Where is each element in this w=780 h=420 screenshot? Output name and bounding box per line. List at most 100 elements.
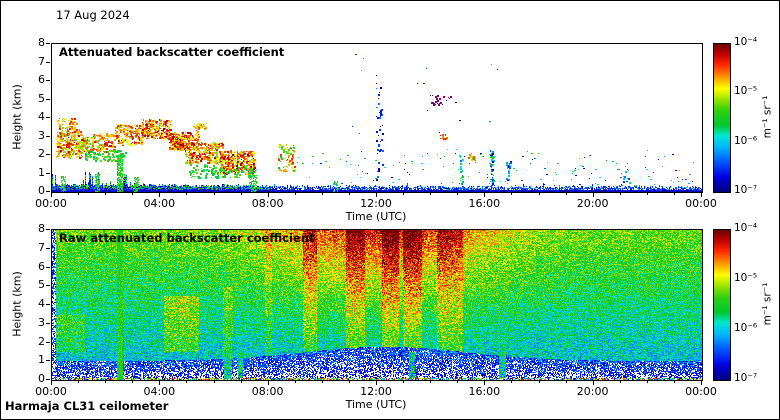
x-axis-label-top: Time (UTC) — [345, 210, 407, 223]
y-tick-mark — [46, 172, 50, 174]
y-tick-mark — [46, 43, 50, 44]
y-axis-label-bottom: Height (km) — [10, 271, 24, 337]
x-minor-tick-mark — [511, 381, 513, 383]
colorbar-tick-label: 10⁻⁴ — [734, 36, 758, 48]
x-tick-mark — [376, 381, 377, 385]
x-tick-label: 16:00 — [468, 197, 501, 210]
x-minor-tick-mark — [294, 381, 296, 383]
x-minor-tick-mark — [105, 381, 107, 383]
colorbar-tick-label: 10⁻⁷ — [734, 184, 758, 196]
colorbar-bottom — [713, 229, 731, 381]
y-tick-mark — [46, 80, 50, 81]
y-tick-label: 8 — [38, 222, 45, 235]
colorbar-top — [713, 43, 731, 193]
y-tick-label: 0 — [38, 372, 45, 385]
x-tick-mark — [159, 381, 161, 385]
y-tick-mark — [46, 360, 50, 362]
x-tick-label: 04:00 — [143, 385, 176, 398]
x-minor-tick-mark — [132, 193, 134, 195]
x-tick-label: 16:00 — [468, 385, 501, 398]
y-tick-label: 1 — [38, 353, 45, 367]
x-minor-tick-mark — [348, 193, 350, 195]
x-minor-tick-mark — [511, 193, 513, 195]
x-tick-mark — [701, 381, 702, 385]
x-minor-tick-mark — [646, 381, 648, 383]
y-tick-label: 6 — [38, 259, 45, 273]
x-minor-tick-mark — [78, 193, 80, 195]
x-tick-mark — [701, 193, 702, 197]
y-tick-mark — [46, 266, 50, 268]
x-minor-tick-mark — [403, 381, 405, 383]
x-tick-mark — [51, 381, 52, 385]
x-tick-mark — [484, 381, 486, 385]
y-tick-label: 8 — [38, 36, 45, 49]
x-minor-tick-mark — [294, 193, 296, 195]
y-tick-label: 6 — [38, 73, 45, 86]
attenuated-backscatter-heatmap — [51, 43, 703, 193]
x-tick-label: 20:00 — [576, 197, 609, 210]
y-tick-label: 5 — [38, 278, 45, 292]
x-tick-label: 00:00 — [35, 385, 67, 398]
y-tick-mark — [46, 135, 50, 137]
y-tick-mark — [46, 154, 50, 155]
y-tick-label: 4 — [38, 297, 45, 310]
y-axis-label-top: Height (km) — [10, 84, 24, 150]
colorbar-tick-label: 10⁻⁶ — [734, 322, 758, 334]
x-minor-tick-mark — [186, 193, 188, 195]
x-tick-label: 08:00 — [251, 385, 284, 398]
x-minor-tick-mark — [403, 193, 405, 195]
x-tick-label: 04:00 — [143, 197, 176, 210]
x-minor-tick-mark — [430, 193, 432, 195]
y-tick-label: 5 — [38, 91, 45, 105]
x-minor-tick-mark — [213, 381, 215, 383]
x-minor-tick-mark — [538, 193, 540, 195]
x-tick-label: 12:00 — [360, 197, 392, 210]
y-tick-mark — [46, 61, 50, 63]
colorbar-tick-label: 10⁻⁵ — [734, 272, 758, 284]
plot-title-attenuated: Attenuated backscatter coefficient — [59, 45, 285, 59]
x-minor-tick-mark — [646, 193, 648, 195]
x-tick-mark — [159, 193, 161, 197]
x-tick-mark — [592, 381, 594, 385]
x-minor-tick-mark — [132, 381, 134, 383]
x-minor-tick-mark — [213, 193, 215, 195]
x-minor-tick-mark — [240, 381, 242, 383]
y-tick-label: 2 — [38, 334, 45, 348]
y-tick-mark — [46, 322, 50, 324]
x-tick-label: 00:00 — [35, 197, 67, 210]
y-tick-label: 1 — [38, 165, 45, 179]
x-minor-tick-mark — [321, 193, 323, 195]
x-minor-tick-mark — [186, 381, 188, 383]
y-tick-mark — [46, 341, 50, 343]
x-tick-mark — [376, 193, 377, 197]
date-label: 17 Aug 2024 — [56, 8, 130, 22]
x-tick-label: 00:00 — [685, 385, 717, 398]
x-minor-tick-mark — [78, 381, 80, 383]
plot-title-raw: Raw attenuated backscatter coefficient — [59, 231, 315, 245]
y-tick-label: 3 — [38, 315, 45, 329]
x-minor-tick-mark — [348, 381, 350, 383]
x-minor-tick-mark — [457, 193, 459, 195]
y-tick-label: 7 — [38, 54, 45, 68]
y-tick-label: 0 — [38, 184, 45, 197]
x-minor-tick-mark — [457, 381, 459, 383]
y-tick-label: 4 — [38, 110, 45, 123]
x-axis-label-bottom: Time (UTC) — [345, 398, 407, 411]
x-tick-label: 08:00 — [251, 197, 284, 210]
x-tick-mark — [592, 193, 594, 197]
raw-backscatter-heatmap — [51, 229, 703, 381]
x-minor-tick-mark — [673, 193, 675, 195]
x-minor-tick-mark — [105, 193, 107, 195]
x-minor-tick-mark — [673, 381, 675, 383]
x-minor-tick-mark — [565, 193, 567, 195]
x-minor-tick-mark — [321, 381, 323, 383]
y-tick-mark — [46, 285, 50, 287]
x-tick-label: 12:00 — [360, 385, 392, 398]
y-tick-mark — [46, 191, 50, 192]
x-minor-tick-mark — [619, 193, 621, 195]
x-tick-mark — [267, 381, 269, 385]
x-minor-tick-mark — [538, 381, 540, 383]
y-tick-mark — [46, 379, 50, 380]
x-tick-mark — [51, 193, 52, 197]
